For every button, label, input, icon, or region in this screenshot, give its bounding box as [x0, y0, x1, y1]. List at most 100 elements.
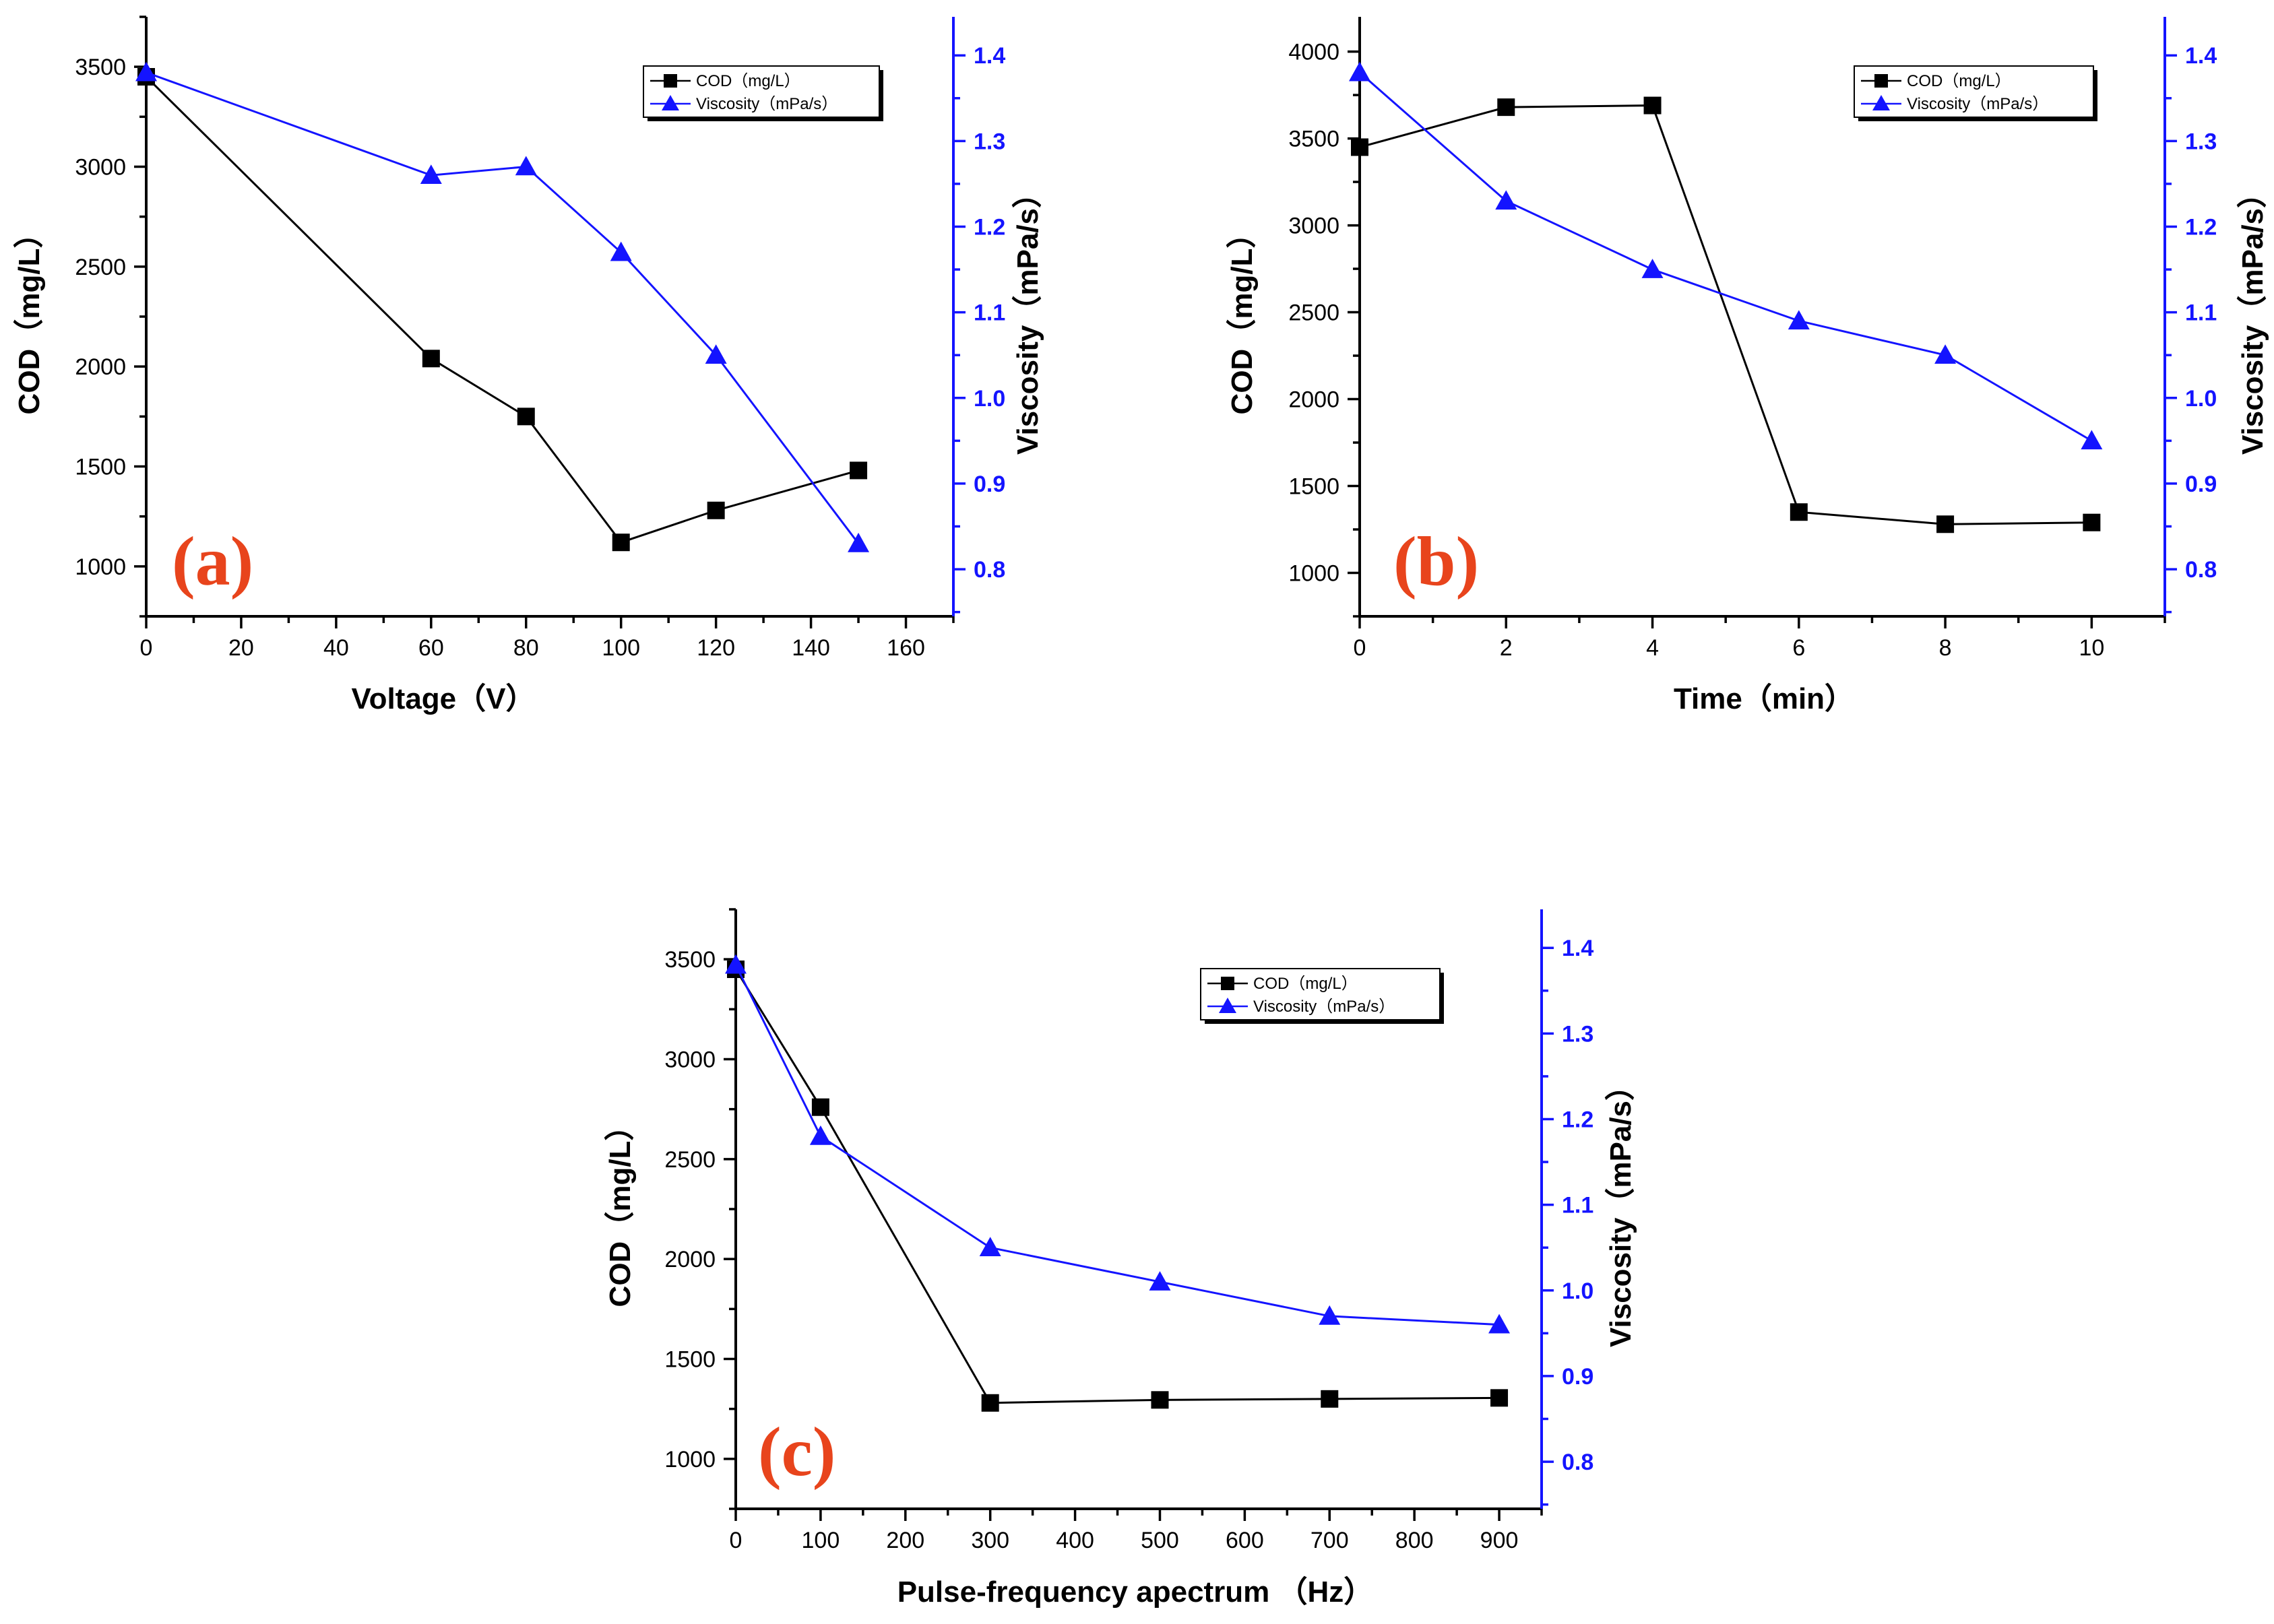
x-tick-label: 120: [697, 635, 735, 661]
y-tick-label: 3000: [664, 1047, 716, 1073]
x-tick-label: 500: [1141, 1528, 1179, 1553]
series-line: [734, 964, 1500, 1326]
x-tick-label: 0: [1354, 635, 1366, 661]
series-line: [1359, 71, 2093, 442]
legend-entry: Viscosity（mPa/s）: [1907, 95, 2048, 113]
x-tick-label: 100: [802, 1528, 840, 1553]
y2-tick-label: 1.2: [974, 215, 1005, 240]
data-point: [809, 1125, 831, 1145]
data-point: [981, 1394, 999, 1412]
data-point: [1643, 96, 1662, 115]
y2-tick-label: 0.9: [974, 472, 1005, 497]
series-cod: [1351, 96, 2101, 533]
y-tick-label: 3500: [664, 947, 716, 973]
y-tick-label: 3000: [75, 155, 126, 181]
data-point: [1149, 1271, 1171, 1291]
legend-marker-square: [1221, 977, 1234, 990]
data-point: [1641, 259, 1664, 278]
data-point: [1495, 190, 1517, 210]
x-tick-label: 20: [228, 635, 254, 661]
series-viscosity: [135, 61, 870, 552]
y-tick-label: 2000: [75, 354, 126, 380]
y2-tick-label: 1.0: [2185, 386, 2217, 412]
data-point: [1151, 1391, 1169, 1409]
data-point: [612, 533, 630, 552]
y-tick-label: 1000: [75, 554, 126, 580]
y2-tick-label: 1.3: [1562, 1021, 1593, 1047]
x-tick-label: 2: [1500, 635, 1513, 661]
y-tick-label: 1000: [1288, 561, 1339, 587]
data-point: [707, 501, 725, 519]
data-point: [1488, 1313, 1511, 1334]
chart-panel-b: 0 2 4 6 8 10 1000 1500 2000 2500 3000 3500 4000 0.8 0.…: [1226, 17, 2269, 715]
data-point: [2081, 430, 2103, 450]
legend-box: [1200, 968, 1441, 1020]
y2-axis-title: Viscosity（mPa/s）: [1604, 1071, 1637, 1347]
data-point: [1490, 1389, 1509, 1407]
data-point: [848, 532, 870, 552]
y-tick-label: 1000: [664, 1447, 716, 1472]
data-point: [1319, 1305, 1341, 1325]
y2-tick-label: 1.2: [2185, 215, 2217, 240]
legend: COD（mg/L） Viscosity（mPa/s）: [1200, 968, 1444, 1024]
x-tick-label: 4: [1646, 635, 1659, 661]
data-point: [850, 461, 868, 480]
data-point: [725, 954, 747, 974]
x-tick-label: 160: [887, 635, 925, 661]
x-tick-label: 10: [2079, 635, 2104, 661]
data-point: [517, 408, 535, 426]
y-axis-title: COD（mg/L）: [604, 1111, 637, 1307]
y2-axis-title: Viscosity（mPa/s）: [1011, 178, 1044, 455]
legend-marker-triangle: [662, 95, 679, 110]
data-point: [2083, 513, 2101, 531]
y2-tick-label: 1.0: [1562, 1278, 1593, 1304]
y2-tick-label: 0.9: [2185, 472, 2217, 497]
series-cod: [137, 68, 868, 552]
y2-tick-label: 0.8: [2185, 557, 2217, 583]
x-tick-label: 800: [1395, 1528, 1434, 1553]
data-point: [1351, 138, 1368, 156]
x-axis-title: Pulse-frequency apectrum （Hz）: [897, 1576, 1374, 1609]
y2-tick-label: 1.3: [974, 129, 1005, 154]
legend-marker-square: [664, 74, 677, 88]
legend-marker-triangle: [1219, 998, 1236, 1013]
data-point: [135, 61, 157, 82]
x-tick-label: 6: [1792, 635, 1805, 661]
legend-entry: COD（mg/L）: [696, 72, 800, 90]
data-point: [1321, 1390, 1339, 1408]
x-axis-title: Voltage（V）: [351, 682, 535, 715]
chart-panel-a: 0 20 40 60 80 100 120 140 160 1000 1500 2000 2500 300…: [13, 15, 1044, 715]
x-tick-label: 0: [140, 635, 153, 661]
y-axis-title: COD（mg/L）: [1226, 219, 1259, 415]
legend-entry: COD（mg/L）: [1907, 72, 2011, 90]
x-tick-label: 100: [602, 635, 640, 661]
data-point: [610, 241, 632, 261]
y2-tick-label: 0.9: [1562, 1364, 1593, 1390]
y-tick-label: 2000: [664, 1247, 716, 1272]
x-tick-label: 60: [418, 635, 444, 661]
y-tick-label: 2500: [1288, 300, 1339, 326]
y-tick-label: 3500: [1288, 127, 1339, 152]
legend-entry: Viscosity（mPa/s）: [1253, 998, 1395, 1016]
series-line: [1359, 104, 2092, 525]
y-tick-label: 2000: [1288, 387, 1339, 413]
data-point: [811, 1098, 829, 1116]
series-viscosity: [1349, 61, 2103, 450]
y2-tick-label: 1.4: [2185, 43, 2217, 69]
y-tick-label: 4000: [1288, 40, 1339, 65]
y-tick-label: 1500: [664, 1347, 716, 1373]
y2-tick-label: 1.0: [974, 386, 1005, 412]
panel-label: (a): [172, 523, 253, 600]
y2-tick-label: 1.3: [2185, 129, 2217, 154]
data-point: [1936, 515, 1955, 533]
y2-tick-label: 1.2: [1562, 1107, 1593, 1133]
data-point: [1497, 98, 1515, 117]
series-line: [146, 71, 860, 544]
y2-tick-label: 1.1: [974, 300, 1005, 326]
y2-tick-label: 1.1: [1562, 1193, 1593, 1219]
data-point: [1934, 344, 1957, 364]
y-tick-label: 3000: [1288, 214, 1339, 239]
y2-axis-title: Viscosity（mPa/s）: [2236, 178, 2269, 455]
y2-tick-label: 0.8: [1562, 1450, 1593, 1475]
legend-entry: Viscosity（mPa/s）: [696, 95, 838, 113]
